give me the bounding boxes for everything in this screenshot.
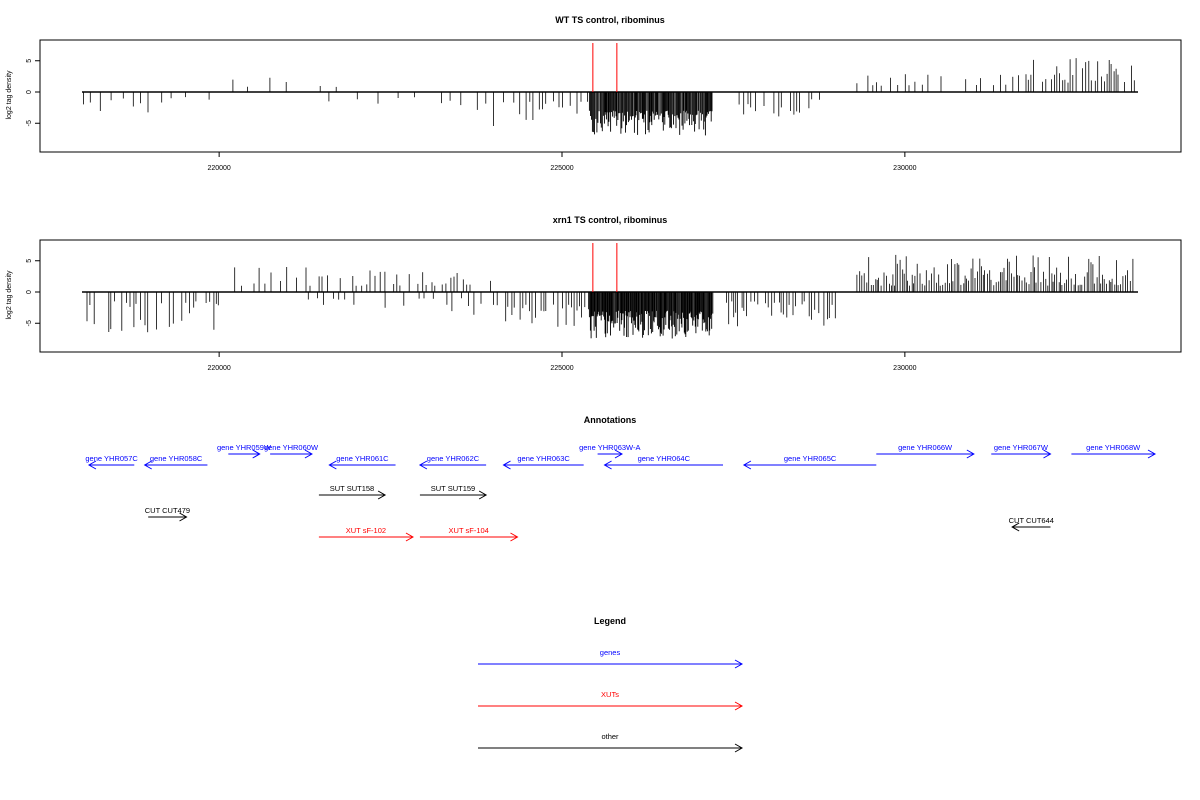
feature-gene-yhr057c: gene YHR057C bbox=[85, 454, 138, 470]
wt-coverage-panel: WT TS control, ribominus log2 tag densit… bbox=[6, 15, 1182, 172]
xrn1-y-tick-label: 0 bbox=[26, 290, 33, 294]
xrn1-x-axis: 220000 225000 230000 bbox=[207, 352, 917, 372]
wt-markers bbox=[592, 43, 618, 92]
feature-gene-yhr064c: gene YHR064C bbox=[603, 454, 724, 470]
xrn1-y-axis-label: log2 tag density bbox=[6, 270, 13, 320]
wt-y-tick-label: 5 bbox=[26, 59, 33, 63]
annotations-title: Annotations bbox=[584, 415, 637, 425]
feature-label: gene YHR060W bbox=[264, 443, 319, 452]
wt-x-axis: 220000 225000 230000 bbox=[207, 152, 917, 172]
feature-label: XUT sF-104 bbox=[449, 526, 489, 535]
feature-xut-sf-104: XUT sF-104 bbox=[419, 526, 519, 542]
xrn1-bars bbox=[82, 254, 1138, 339]
xrn1-x-tick-label: 220000 bbox=[207, 365, 230, 372]
wt-y-tick-label: 0 bbox=[26, 90, 33, 94]
feature-label: CUT CUT644 bbox=[1009, 516, 1054, 525]
feature-label: gene YHR064C bbox=[638, 454, 691, 463]
wt-y-axis: 5 0 -5 bbox=[26, 59, 40, 126]
feature-gene-yhr063c: gene YHR063C bbox=[502, 454, 584, 470]
feature-cut-cut644: CUT CUT644 bbox=[1009, 516, 1054, 532]
feature-label: gene YHR068W bbox=[1086, 443, 1141, 452]
feature-label: gene YHR057C bbox=[85, 454, 138, 463]
legend: genes XUTs other bbox=[478, 648, 744, 753]
wt-bars bbox=[82, 58, 1138, 136]
xrn1-coverage-panel: xrn1 TS control, ribominus log2 tag dens… bbox=[6, 215, 1182, 372]
feature-gene-yhr061c: gene YHR061C bbox=[328, 454, 396, 470]
feature-label: gene YHR066W bbox=[898, 443, 953, 452]
wt-x-tick-label: 225000 bbox=[550, 165, 573, 172]
feature-sut-sut158: SUT SUT158 bbox=[318, 484, 387, 500]
feature-gene-yhr062c: gene YHR062C bbox=[418, 454, 487, 470]
feature-label: XUT sF-102 bbox=[346, 526, 386, 535]
xrn1-y-tick-label: 5 bbox=[26, 259, 33, 263]
xrn1-x-tick-label: 225000 bbox=[550, 365, 573, 372]
feature-label: gene YHR059W bbox=[217, 443, 272, 452]
xrn1-panel-title: xrn1 TS control, ribominus bbox=[553, 215, 668, 225]
feature-label: gene YHR067W bbox=[994, 443, 1049, 452]
feature-cut-cut479: CUT CUT479 bbox=[145, 506, 190, 522]
feature-sut-sut159: SUT SUT159 bbox=[419, 484, 488, 500]
feature-label: gene YHR063W-A bbox=[579, 443, 640, 452]
feature-gene-yhr060w: gene YHR060W bbox=[264, 443, 319, 459]
xrn1-x-tick-label: 230000 bbox=[893, 365, 916, 372]
wt-y-tick-label: -5 bbox=[26, 120, 33, 126]
feature-label: CUT CUT479 bbox=[145, 506, 190, 515]
legend-label: genes bbox=[600, 648, 621, 657]
feature-gene-yhr059w: gene YHR059W bbox=[217, 443, 272, 459]
xrn1-y-axis: 5 0 -5 bbox=[26, 259, 40, 326]
wt-y-axis-label: log2 tag density bbox=[6, 70, 13, 120]
wt-x-tick-label: 220000 bbox=[207, 165, 230, 172]
legend-title: Legend bbox=[594, 616, 626, 626]
feature-label: gene YHR062C bbox=[427, 454, 480, 463]
feature-gene-yhr066w: gene YHR066W bbox=[876, 443, 975, 459]
legend-item-genes: genes bbox=[478, 648, 744, 669]
feature-label: gene YHR063C bbox=[517, 454, 570, 463]
feature-xut-sf-102: XUT sF-102 bbox=[318, 526, 414, 542]
wt-plot-frame bbox=[39, 39, 1182, 153]
xrn1-markers bbox=[592, 243, 618, 292]
feature-gene-yhr058c: gene YHR058C bbox=[143, 454, 208, 470]
wt-panel-title: WT TS control, ribominus bbox=[555, 15, 665, 25]
xrn1-plot-frame bbox=[39, 239, 1182, 353]
legend-item-other: other bbox=[478, 732, 744, 753]
feature-label: SUT SUT158 bbox=[330, 484, 374, 493]
legend-label: other bbox=[601, 732, 619, 741]
wt-x-tick-label: 230000 bbox=[893, 165, 916, 172]
feature-label: gene YHR061C bbox=[336, 454, 389, 463]
legend-label: XUTs bbox=[601, 690, 619, 699]
legend-item-xuts: XUTs bbox=[478, 690, 744, 711]
xrn1-y-tick-label: -5 bbox=[26, 320, 33, 326]
feature-label: SUT SUT159 bbox=[431, 484, 475, 493]
feature-label: gene YHR065C bbox=[784, 454, 837, 463]
feature-gene-yhr063w-a: gene YHR063W-A bbox=[579, 443, 641, 459]
feature-gene-yhr067w: gene YHR067W bbox=[991, 443, 1052, 459]
feature-gene-yhr068w: gene YHR068W bbox=[1071, 443, 1157, 459]
feature-label: gene YHR058C bbox=[150, 454, 203, 463]
feature-gene-yhr065c: gene YHR065C bbox=[742, 454, 877, 470]
